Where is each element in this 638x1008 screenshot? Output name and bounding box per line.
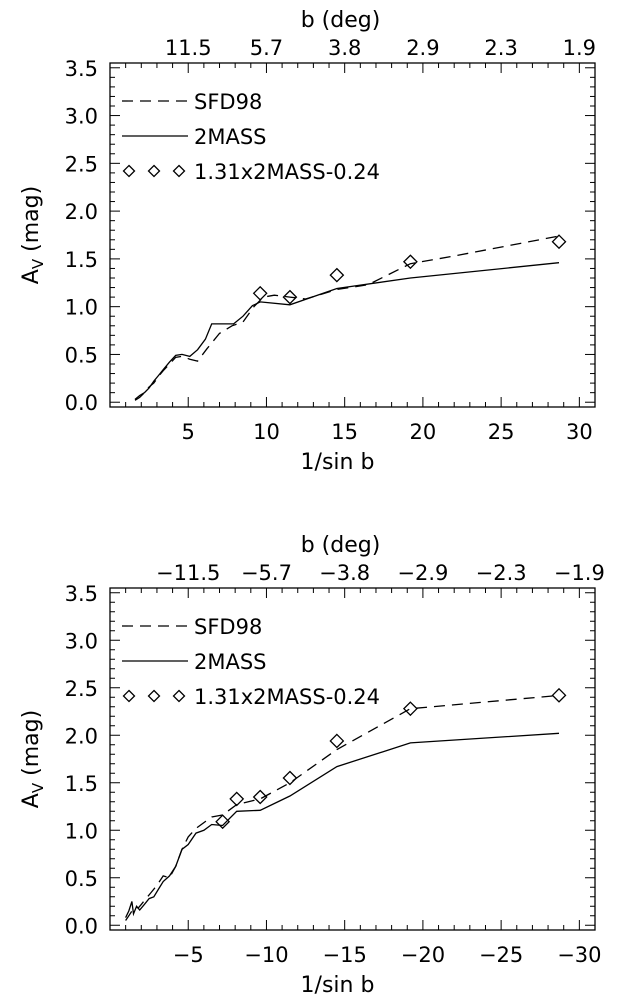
- chart-panel-2: −5 −10 −15 −20 −25 −30 −11.5 −5.7 −3.8 −2.9 −2.3 −1…: [19, 533, 605, 998]
- top-tick-label: 2.3: [484, 36, 517, 60]
- y-tick-label: 0.5: [65, 867, 98, 891]
- y-tick-label: 2.5: [65, 152, 98, 176]
- y-tick-label: 1.5: [65, 248, 98, 272]
- y-tick-label: 0.5: [65, 343, 98, 367]
- y-tick-label: 0.0: [65, 391, 98, 415]
- top-tick-label: −5.7: [241, 561, 292, 585]
- top-tick-label: −1.9: [554, 561, 605, 585]
- legend-diamond-symbol: [172, 689, 186, 703]
- legend-diamond-symbol: [147, 689, 161, 703]
- x-axis-label: 1/sin b: [301, 973, 375, 998]
- y-tick-label: 3.0: [65, 105, 98, 129]
- legend-2mass-label: 2MASS: [194, 650, 267, 674]
- legend-sfd98-label: SFD98: [194, 90, 262, 114]
- top-tick-label: 5.7: [250, 36, 283, 60]
- diamond-point: [229, 791, 245, 807]
- diamond-point: [329, 733, 345, 749]
- plot-frame: [109, 62, 596, 408]
- x-tick-label: −10: [244, 943, 288, 967]
- top-tick-label: 2.9: [406, 36, 439, 60]
- x-tick-label: 25: [488, 420, 515, 444]
- legend: SFD98 2MASS 1.31x2MASS-0.24: [122, 90, 380, 184]
- y-axis-label: AV (mag): [19, 710, 47, 808]
- diamond-point: [402, 254, 418, 270]
- legend-diamond-symbol: [172, 164, 186, 178]
- diamond-point: [551, 234, 567, 250]
- y-axis-label: AV (mag): [19, 186, 47, 284]
- x-tick-label: 5: [182, 420, 195, 444]
- diamond-point: [282, 770, 298, 786]
- legend-diamond-symbol: [147, 164, 161, 178]
- y-tick-label: 1.5: [65, 772, 98, 796]
- series-2mass-line: [125, 732, 560, 918]
- y-tick-label: 1.0: [65, 819, 98, 843]
- plot-frame: [109, 587, 596, 931]
- y-tick-label: 3.5: [65, 582, 98, 606]
- top-axis-label: b (deg): [301, 8, 381, 33]
- x-tick-label: −20: [401, 943, 445, 967]
- diamond-point: [551, 687, 567, 703]
- top-tick-label: 3.8: [328, 36, 361, 60]
- top-tick-label: 1.9: [563, 36, 596, 60]
- legend-1-31x2mass-0-24-label: 1.31x2MASS-0.24: [194, 685, 380, 709]
- legend-diamond-symbol: [122, 164, 136, 178]
- diamond-point: [329, 267, 345, 283]
- y-tick-label: 0.0: [65, 914, 98, 938]
- diamond-point: [282, 289, 298, 305]
- top-axis-label: b (deg): [301, 533, 381, 558]
- top-tick-label: −11.5: [156, 561, 220, 585]
- legend-1-31x2mass-0-24-label: 1.31x2MASS-0.24: [194, 160, 380, 184]
- x-tick-label: 30: [566, 420, 593, 444]
- x-tick-label: 20: [410, 420, 437, 444]
- legend: SFD98 2MASS 1.31x2MASS-0.24: [122, 615, 380, 709]
- chart-panel-1: 5 10 15 20 25 30 11.5 5.7 3.8 2.9 2.3 1.9 0.0 0.5 1.0 1…: [19, 8, 596, 475]
- y-tick-label: 2.0: [65, 724, 98, 748]
- y-tick-label: 1.0: [65, 296, 98, 320]
- x-tick-label: −30: [557, 943, 601, 967]
- y-tick-label: 3.5: [65, 57, 98, 81]
- legend-diamond-symbol: [122, 689, 136, 703]
- y-tick-label: 3.0: [65, 629, 98, 653]
- x-tick-label: −15: [323, 943, 367, 967]
- legend-sfd98-label: SFD98: [194, 615, 262, 639]
- diamond-point: [402, 701, 418, 717]
- y-tick-label: 2.0: [65, 200, 98, 224]
- x-axis-label: 1/sin b: [301, 450, 375, 475]
- x-tick-label: 15: [331, 420, 358, 444]
- series-2mass-line: [134, 262, 560, 400]
- diamond-point: [215, 814, 231, 830]
- diamond-point: [252, 285, 268, 301]
- top-tick-label: 11.5: [165, 36, 212, 60]
- y-tick-label: 2.5: [65, 677, 98, 701]
- legend-2mass-label: 2MASS: [194, 125, 267, 149]
- top-tick-label: −2.9: [397, 561, 448, 585]
- series-sfd98-line: [125, 694, 560, 921]
- series-sfd98-line: [134, 235, 560, 401]
- diamond-point: [252, 789, 268, 805]
- top-tick-label: −2.3: [476, 561, 527, 585]
- x-tick-label: −25: [479, 943, 523, 967]
- top-tick-label: −3.8: [319, 561, 370, 585]
- x-tick-label: −5: [173, 943, 204, 967]
- x-tick-label: 10: [253, 420, 280, 444]
